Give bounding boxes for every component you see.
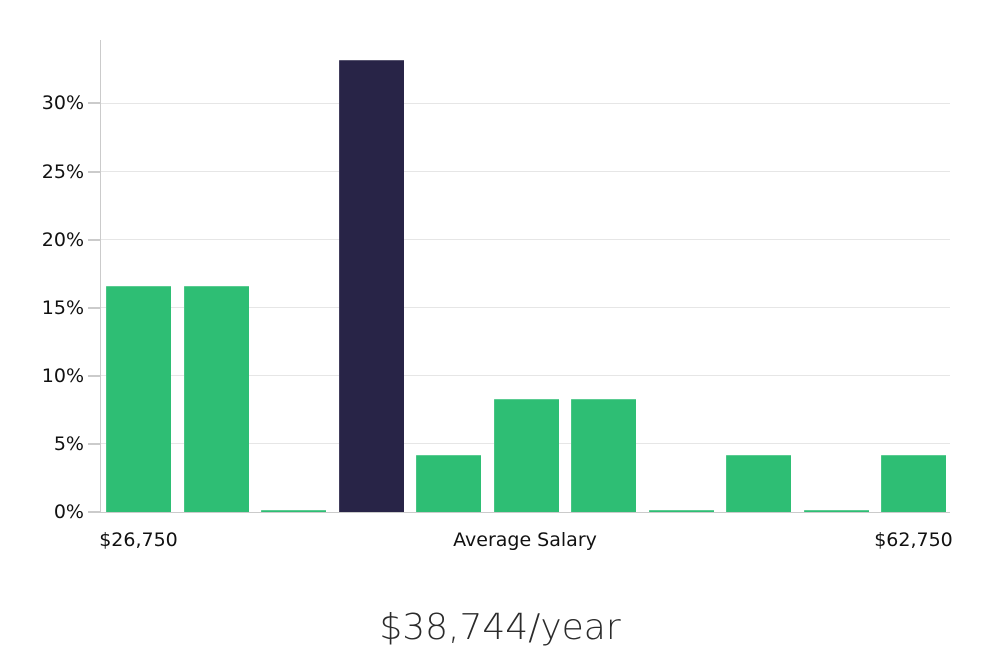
bar xyxy=(649,510,714,512)
chart-title-average-salary: $38,744/year xyxy=(379,607,621,648)
bar xyxy=(416,455,481,512)
y-tick-mark xyxy=(88,442,100,445)
y-axis-line xyxy=(100,40,101,512)
y-tick-label: 5% xyxy=(53,432,84,455)
bar xyxy=(106,286,171,512)
y-gridline xyxy=(100,102,950,104)
bar xyxy=(184,286,249,512)
y-gridline xyxy=(100,239,950,241)
y-tick-label: 10% xyxy=(41,364,84,387)
y-tick-mark xyxy=(88,102,100,105)
y-tick-mark xyxy=(88,511,100,513)
y-tick-mark xyxy=(88,374,100,377)
x-axis-label: Average Salary xyxy=(453,529,597,551)
y-tick-label: 20% xyxy=(41,228,84,251)
y-tick-label: 30% xyxy=(41,92,84,115)
x-tick-label-max: $62,750 xyxy=(874,529,953,551)
y-tick-mark xyxy=(88,238,100,241)
y-gridline xyxy=(100,171,950,172)
y-tick-mark xyxy=(88,306,100,309)
x-axis-line xyxy=(100,512,950,513)
bar xyxy=(261,510,326,512)
x-tick-label-min: $26,750 xyxy=(99,529,178,551)
bar xyxy=(571,399,636,512)
y-tick-mark xyxy=(88,170,100,173)
bar-highlight-average xyxy=(339,60,404,512)
y-tick-label: 15% xyxy=(41,296,84,319)
bar xyxy=(804,510,869,512)
bar xyxy=(881,455,946,512)
y-tick-label: 0% xyxy=(53,501,84,523)
bar xyxy=(494,399,559,512)
y-tick-label: 25% xyxy=(41,160,84,183)
y-gridline xyxy=(100,307,950,309)
bar xyxy=(726,455,791,512)
y-gridline xyxy=(100,375,950,377)
